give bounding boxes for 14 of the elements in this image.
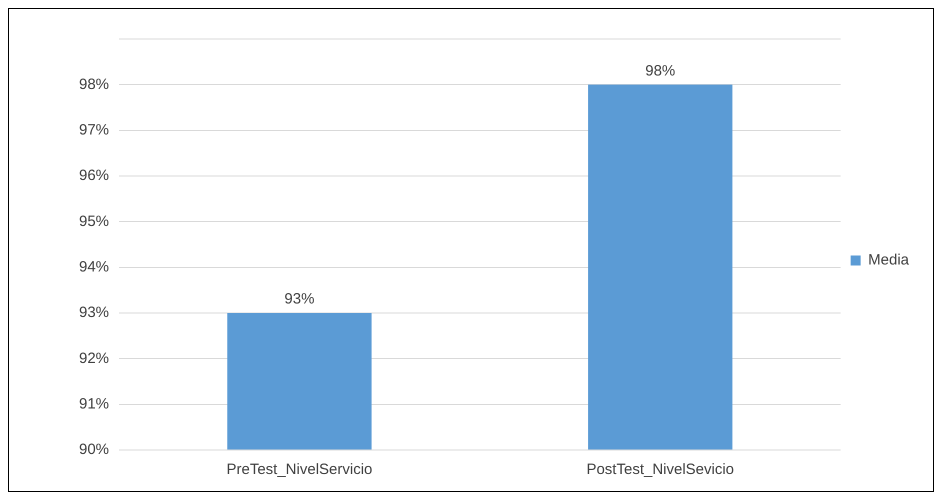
y-tick-label: 91%	[78, 395, 110, 412]
y-tick-label: 95%	[78, 212, 110, 230]
y-tick-label: 94%	[78, 258, 110, 276]
legend-label: Media	[868, 252, 910, 269]
x-tick-label: PreTest_NivelServicio	[226, 461, 372, 478]
y-tick-label: 90%	[78, 441, 110, 458]
x-tick-label: PostTest_NivelSevicio	[586, 461, 734, 478]
data-label: 98%	[645, 62, 676, 80]
y-tick-label: 97%	[78, 121, 110, 138]
y-tick-label: 96%	[78, 167, 110, 184]
y-tick-label: 93%	[78, 304, 110, 322]
y-tick-label: 98%	[78, 76, 110, 93]
y-tick-label: 92%	[78, 350, 110, 367]
data-label: 93%	[284, 290, 314, 308]
